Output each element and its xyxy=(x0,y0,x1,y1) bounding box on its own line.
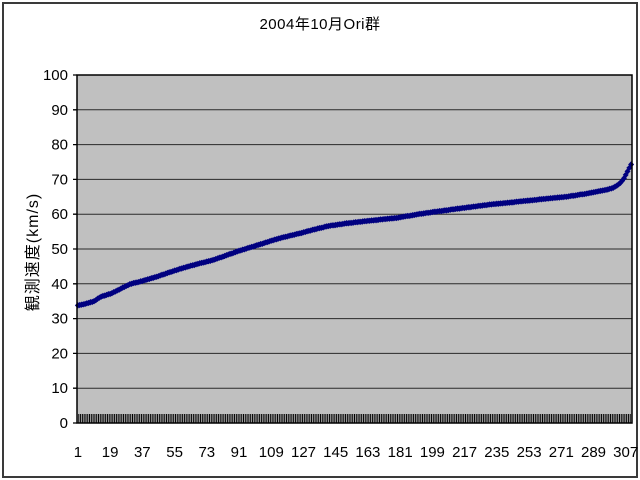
svg-text:253: 253 xyxy=(517,444,542,461)
svg-text:271: 271 xyxy=(549,444,574,461)
svg-text:55: 55 xyxy=(166,444,183,461)
svg-text:37: 37 xyxy=(134,444,151,461)
svg-text:100: 100 xyxy=(43,67,68,84)
chart-title: 2004年10月Ori群 xyxy=(259,16,381,33)
svg-text:90: 90 xyxy=(51,102,68,119)
svg-text:163: 163 xyxy=(355,444,380,461)
svg-text:20: 20 xyxy=(51,345,68,362)
svg-text:80: 80 xyxy=(51,137,68,154)
svg-text:289: 289 xyxy=(581,444,606,461)
x-tick-labels: 1 19 37 55 73 91 109 127 145 163 181 199 217 235 253 27… xyxy=(74,444,638,461)
y-axis-ticks xyxy=(73,74,77,424)
svg-text:127: 127 xyxy=(291,444,316,461)
svg-text:199: 199 xyxy=(420,444,445,461)
y-gridlines xyxy=(77,109,632,389)
svg-text:1: 1 xyxy=(74,444,82,461)
svg-text:145: 145 xyxy=(323,444,348,461)
svg-text:10: 10 xyxy=(51,380,68,397)
y-tick-labels: 0 10 20 30 40 50 60 70 80 90 100 xyxy=(43,67,68,432)
svg-text:109: 109 xyxy=(259,444,284,461)
svg-text:40: 40 xyxy=(51,276,68,293)
svg-text:181: 181 xyxy=(388,444,413,461)
svg-text:30: 30 xyxy=(51,311,68,328)
svg-text:70: 70 xyxy=(51,171,68,188)
svg-text:217: 217 xyxy=(452,444,477,461)
svg-text:235: 235 xyxy=(484,444,509,461)
svg-text:73: 73 xyxy=(198,444,215,461)
svg-text:50: 50 xyxy=(51,241,68,258)
svg-text:19: 19 xyxy=(102,444,119,461)
svg-text:91: 91 xyxy=(231,444,248,461)
plot-border xyxy=(76,74,633,424)
svg-text:60: 60 xyxy=(51,206,68,223)
svg-text:307: 307 xyxy=(613,444,638,461)
svg-text:0: 0 xyxy=(60,415,68,432)
